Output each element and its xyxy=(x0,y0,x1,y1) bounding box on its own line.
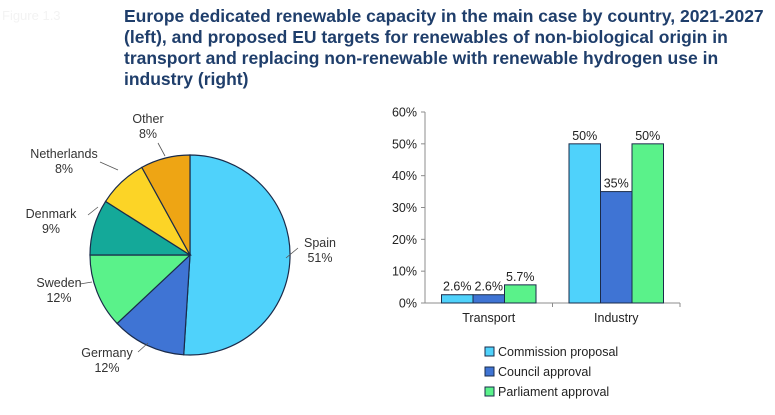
y-tick-label: 10% xyxy=(392,265,417,279)
data-label-transport-council-approval: 2.6% xyxy=(475,280,504,294)
chart-title: Europe dedicated renewable capacity in t… xyxy=(124,6,764,89)
figure-label: Figure 1.3 xyxy=(2,8,61,23)
pie-value-netherlands: 8% xyxy=(55,162,73,176)
bar-transport-council-approval xyxy=(472,294,505,304)
bar-transport-commission-proposal xyxy=(441,294,474,304)
bar-industry-parliament-approval xyxy=(631,143,664,304)
pie-leader-denmark xyxy=(87,206,99,216)
data-label-industry-parliament-approval: 50% xyxy=(635,129,660,143)
data-label-industry-council-approval: 35% xyxy=(604,177,629,191)
pie-slice-other xyxy=(141,154,191,256)
legend-label-parliament-approval: Parliament approval xyxy=(498,385,609,399)
x-tick-label-industry: Industry xyxy=(594,311,639,325)
bar-transport-parliament-approval xyxy=(504,284,537,304)
pie-leader-netherlands xyxy=(99,161,119,171)
data-label-transport-commission-proposal: 2.6% xyxy=(443,280,472,294)
pie-label-netherlands: Netherlands xyxy=(30,147,97,161)
pie-leader-other xyxy=(157,142,166,157)
pie-value-sweden: 12% xyxy=(46,291,71,305)
legend-swatch-council-approval xyxy=(484,366,495,377)
data-label-transport-parliament-approval: 5.7% xyxy=(506,270,535,284)
y-tick-label: 60% xyxy=(392,106,417,120)
data-label-industry-commission-proposal: 50% xyxy=(572,129,597,143)
pie-value-denmark: 9% xyxy=(42,222,60,236)
y-tick-label: 0% xyxy=(399,297,417,311)
legend-label-council-approval: Council approval xyxy=(498,365,591,379)
pie-leader-germany xyxy=(137,342,149,353)
y-tick-label: 20% xyxy=(392,233,417,247)
pie-leader-sweden xyxy=(79,281,93,285)
pie-label-spain: Spain xyxy=(304,236,336,250)
pie-label-germany: Germany xyxy=(81,346,133,360)
pie-label-other: Other xyxy=(132,112,163,126)
pie-leader-spain xyxy=(285,247,299,259)
bar-industry-council-approval xyxy=(600,191,633,304)
legend-label-commission-proposal: Commission proposal xyxy=(498,345,618,359)
pie-chart: Spain51%Germany12%Sweden12%Denmark9%Neth… xyxy=(26,112,336,375)
pie-value-germany: 12% xyxy=(94,361,119,375)
legend-swatch-commission-proposal xyxy=(484,346,495,357)
legend-swatch-parliament-approval xyxy=(484,386,495,397)
pie-label-denmark: Denmark xyxy=(26,207,77,221)
pie-slice-germany xyxy=(116,253,191,356)
pie-label-sweden: Sweden xyxy=(36,276,81,290)
y-tick-label: 50% xyxy=(392,137,417,151)
y-tick-label: 30% xyxy=(392,201,417,215)
pie-slice-sweden xyxy=(89,254,192,325)
bar-industry-commission-proposal xyxy=(568,143,601,304)
pie-slice-spain xyxy=(183,154,291,356)
y-tick-label: 40% xyxy=(392,169,417,183)
pie-value-spain: 51% xyxy=(307,251,332,265)
x-tick-label-transport: Transport xyxy=(462,311,516,325)
pie-value-other: 8% xyxy=(139,127,157,141)
